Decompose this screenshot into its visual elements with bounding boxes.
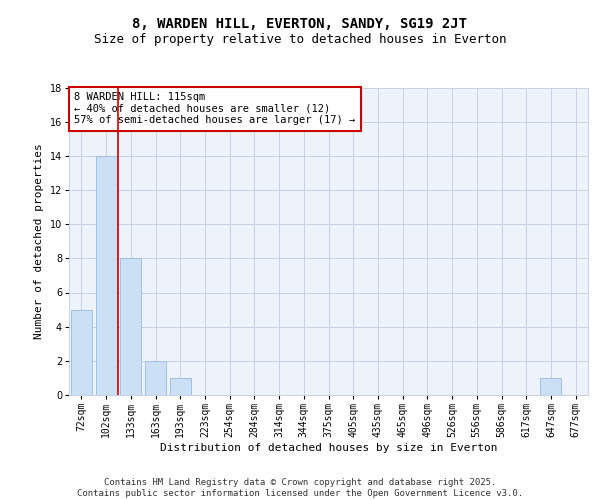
Bar xyxy=(145,361,166,395)
Bar xyxy=(71,310,92,395)
Bar xyxy=(95,156,116,395)
Text: 8, WARDEN HILL, EVERTON, SANDY, SG19 2JT: 8, WARDEN HILL, EVERTON, SANDY, SG19 2JT xyxy=(133,18,467,32)
Text: 8 WARDEN HILL: 115sqm
← 40% of detached houses are smaller (12)
57% of semi-deta: 8 WARDEN HILL: 115sqm ← 40% of detached … xyxy=(74,92,355,126)
Bar xyxy=(170,378,191,395)
Text: Size of property relative to detached houses in Everton: Size of property relative to detached ho… xyxy=(94,32,506,46)
Text: Contains HM Land Registry data © Crown copyright and database right 2025.
Contai: Contains HM Land Registry data © Crown c… xyxy=(77,478,523,498)
Bar xyxy=(120,258,141,395)
X-axis label: Distribution of detached houses by size in Everton: Distribution of detached houses by size … xyxy=(160,443,497,453)
Bar xyxy=(541,378,562,395)
Y-axis label: Number of detached properties: Number of detached properties xyxy=(34,144,44,339)
